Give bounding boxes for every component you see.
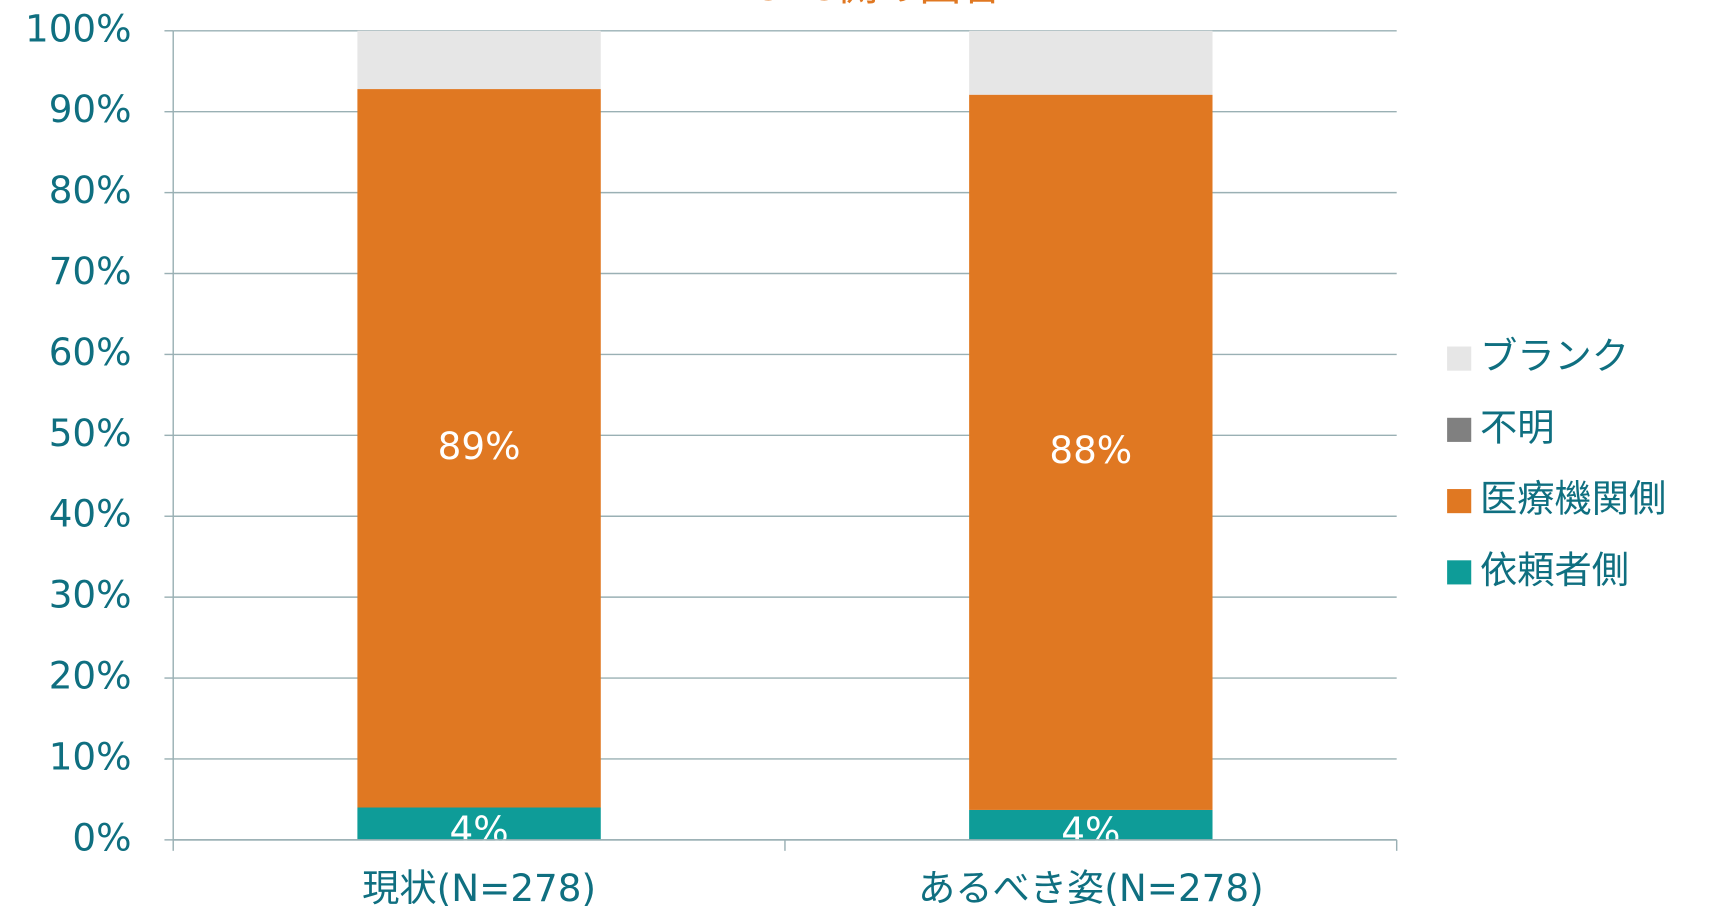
legend-label: 依頼者側 — [1480, 548, 1629, 592]
legend-swatch — [1447, 346, 1472, 371]
data-label: 4% — [1061, 809, 1120, 853]
data-label: 88% — [1049, 428, 1132, 472]
y-tick-label: 90% — [49, 87, 132, 131]
y-tick-label: 70% — [49, 249, 132, 293]
x-tick-label: あるべき姿(N=278) — [918, 866, 1264, 910]
bar-segment — [969, 30, 1213, 95]
y-tick-label: 100% — [25, 6, 132, 50]
y-tick-label: 40% — [49, 492, 132, 536]
legend-swatch — [1447, 489, 1472, 514]
x-tick-label: 現状(N=278) — [362, 866, 596, 910]
y-tick-label: 30% — [49, 573, 132, 617]
legend-label: ブランク — [1480, 334, 1629, 378]
y-tick-label: 80% — [49, 168, 132, 212]
bar-segment — [969, 809, 1213, 840]
legend-label: 不明 — [1480, 405, 1555, 449]
bar-segment — [357, 807, 601, 840]
y-tick-label: 60% — [49, 330, 132, 374]
y-tick-label: 20% — [49, 654, 132, 698]
chart-title: CRC側の回答 — [751, 0, 1003, 10]
bar-segment — [357, 30, 601, 90]
legend-swatch — [1447, 560, 1472, 585]
data-label: 4% — [450, 808, 509, 852]
data-label: 89% — [438, 424, 521, 468]
bar-segment — [357, 89, 601, 808]
bar-segment — [969, 94, 1213, 810]
legend-swatch — [1447, 417, 1472, 442]
y-tick-label: 10% — [49, 734, 132, 778]
legend-label: 医療機関側 — [1480, 477, 1666, 521]
y-tick-label: 50% — [49, 411, 132, 455]
y-tick-label: 0% — [72, 815, 131, 859]
